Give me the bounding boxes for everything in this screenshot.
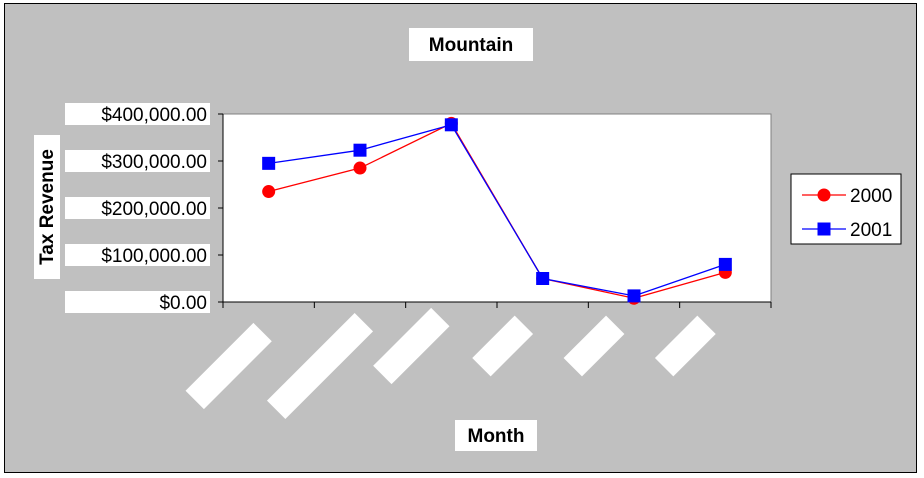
y-tick-label: $400,000.00: [101, 105, 207, 126]
data-point: [627, 289, 641, 303]
x-axis-title: Month: [468, 426, 525, 447]
y-tick-label: $300,000.00: [101, 152, 207, 173]
chart-area: Mountain $0.00 $100,000.00 $200,000.00 $300…: [4, 3, 917, 473]
y-axis-title: Tax Revenue: [37, 149, 58, 265]
x-tick-label-box: [563, 315, 625, 377]
x-axis-category-labels: [185, 307, 716, 420]
x-axis-title-background: [455, 420, 537, 451]
y-tick-label-background: [65, 291, 210, 313]
data-point: [262, 156, 276, 170]
x-axis-ticks: [222, 302, 772, 308]
y-tick-label: $0.00: [159, 293, 207, 314]
legend-marker: [817, 188, 831, 202]
legend-label: 2000: [850, 186, 892, 207]
y-tick-label: $200,000.00: [101, 199, 207, 220]
data-point: [718, 257, 732, 271]
x-tick-label-box: [472, 315, 534, 377]
data-point: [262, 185, 276, 199]
y-axis-title-background: [34, 135, 60, 279]
chart-title: Mountain: [429, 35, 513, 56]
legend: 2000 2001: [790, 173, 902, 245]
data-point: [353, 161, 367, 175]
data-point: [353, 143, 367, 157]
series-line: [268, 124, 726, 297]
x-tick-label-box: [266, 312, 374, 420]
plot-area: [222, 113, 772, 303]
y-axis-ticks: $0.00 $100,000.00 $200,000.00 $300,000.00 $4…: [65, 103, 223, 314]
series-2001: [262, 118, 732, 303]
x-tick-label-box: [185, 322, 272, 410]
series-layer: [262, 116, 732, 305]
y-tick-label-background: [65, 244, 210, 266]
x-tick-label-box: [373, 307, 450, 385]
legend-box: [790, 173, 902, 245]
legend-marker: [817, 222, 831, 236]
y-tick-label-background: [65, 103, 210, 125]
data-point: [444, 118, 458, 132]
y-tick-label: $100,000.00: [101, 246, 207, 267]
y-tick-label-background: [65, 150, 210, 172]
y-tick-label-background: [65, 197, 210, 219]
line-chart: Mountain $0.00 $100,000.00 $200,000.00 $300…: [34, 28, 902, 451]
legend-label: 2001: [850, 220, 892, 241]
title-background: [409, 28, 533, 61]
x-tick-label-box: [654, 315, 716, 377]
data-point: [536, 272, 550, 285]
